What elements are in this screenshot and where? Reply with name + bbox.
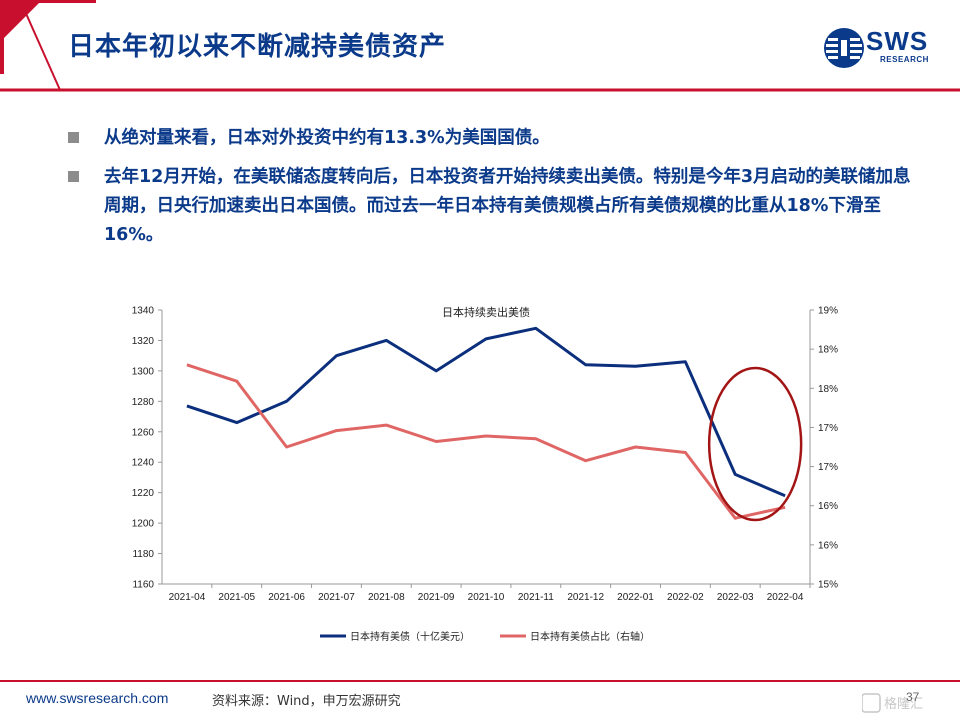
y-right-tick-label: 17% <box>818 423 838 434</box>
y-right-tick-label: 16% <box>818 540 838 551</box>
x-tick-label: 2021-12 <box>567 592 604 603</box>
y-left-tick-label: 1200 <box>132 519 155 530</box>
chart-title: 日本持续卖出美债 <box>442 305 530 319</box>
y-left-tick-label: 1260 <box>132 427 155 438</box>
chart-svg: 1340 1320 1300 1280 1260 1240 1220 1200 1180 1160… <box>132 305 838 643</box>
logo-name: SWS <box>866 26 929 56</box>
bullet-text: 从绝对量来看，日本对外投资中约有13.3%为美国国债。 <box>104 128 550 148</box>
footer-url[interactable]: www.swsresearch.com <box>26 690 169 706</box>
x-tick-label: 2021-06 <box>268 592 305 603</box>
footer-source: 资料来源：Wind，申万宏源研究 <box>212 694 401 709</box>
bullet-item: 从绝对量来看，日本对外投资中约有13.3%为美国国债。 <box>68 124 928 153</box>
y-right-tick-label: 17% <box>818 462 838 473</box>
x-tick-label: 2021-05 <box>218 592 255 603</box>
bullet-text: 去年12月开始，在美联储态度转向后，日本投资者开始持续卖出美债。特别是今年3月启… <box>104 167 911 245</box>
annotation-ellipse <box>707 366 803 522</box>
y-left-tick-label: 1300 <box>132 366 155 377</box>
y-left-tick-label: 1160 <box>132 580 154 591</box>
x-tick-label: 2021-08 <box>368 592 405 603</box>
bullet-square-icon <box>68 132 79 143</box>
series-line-holdings <box>186 326 786 498</box>
y-left-tick-label: 1280 <box>132 397 155 408</box>
sws-logo-icon <box>824 28 864 68</box>
x-tick-label: 2021-10 <box>468 592 505 603</box>
footer-divider <box>0 680 960 682</box>
y-left-tick-label: 1220 <box>132 488 155 499</box>
bullet-item: 去年12月开始，在美联储态度转向后，日本投资者开始持续卖出美债。特别是今年3月启… <box>68 163 928 250</box>
legend-label-holdings: 日本持有美债（十亿美元） <box>350 630 470 643</box>
y-left-tick-label: 1340 <box>132 306 155 317</box>
page-title: 日本年初以来不断减持美债资产 <box>68 32 447 62</box>
header-decoration <box>0 0 960 92</box>
y-left-tick-label: 1320 <box>132 336 155 347</box>
header-bar: 日本年初以来不断减持美债资产 SWS RESEARCH <box>0 0 960 92</box>
y-right-tick-label: 18% <box>818 384 838 395</box>
bullet-square-icon <box>68 171 79 182</box>
logo: SWS RESEARCH <box>822 26 942 70</box>
legend-label-share: 日本持有美债占比（右轴） <box>530 630 650 643</box>
chart: 1340 1320 1300 1280 1260 1240 1220 1200 1180 1160… <box>120 298 840 658</box>
series-line-share <box>186 363 786 520</box>
bullet-list: 从绝对量来看，日本对外投资中约有13.3%为美国国债。 去年12月开始，在美联储… <box>68 124 928 260</box>
x-tick-label: 2021-11 <box>518 592 554 603</box>
x-tick-label: 2022-01 <box>617 592 654 603</box>
page-number: 37 <box>906 690 920 704</box>
logo-sub: RESEARCH <box>880 55 929 64</box>
y-right-tick-label: 19% <box>818 306 838 317</box>
watermark-logo: 格隆汇 <box>862 693 923 713</box>
x-tick-label: 2021-04 <box>169 592 206 603</box>
y-right-tick-label: 15% <box>818 580 838 591</box>
y-right-tick-label: 16% <box>818 501 838 512</box>
x-tick-label: 2022-02 <box>667 592 704 603</box>
x-tick-label: 2022-03 <box>717 592 754 603</box>
x-tick-label: 2021-09 <box>418 592 455 603</box>
y-right-tick-label: 18% <box>818 345 838 356</box>
x-tick-label: 2022-04 <box>767 592 804 603</box>
y-left-tick-label: 1240 <box>132 458 155 469</box>
svg-text:格隆汇: 格隆汇 <box>884 696 923 712</box>
x-tick-label: 2021-07 <box>318 592 355 603</box>
y-left-tick-label: 1180 <box>132 549 154 560</box>
